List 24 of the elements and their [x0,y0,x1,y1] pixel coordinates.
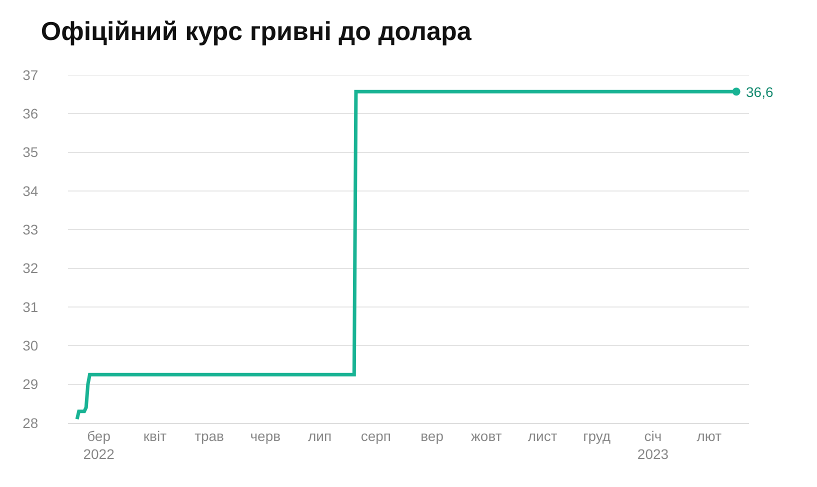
x-tick-label: черв [250,428,281,444]
x-tick-label: серп [360,428,391,444]
y-tick-label: 34 [22,182,38,199]
x-tick-label: бер 2022 [83,428,115,462]
y-tick-label: 30 [22,338,38,354]
annotation: 36,6 [746,84,774,100]
x-tick-label: січ 2023 [637,428,669,462]
y-tick-label: 37 [22,66,38,83]
y-tick-label: 32 [22,260,38,276]
y-tick-label: 31 [22,298,38,315]
chart-title: Офіційний курс гривні до долара [40,16,472,46]
y-tick-label: 35 [22,144,38,160]
x-tick-label: груд [583,428,611,444]
x-tick-label: трав [194,428,224,444]
x-tick-label: жовт [471,428,502,444]
y-tick-label: 36 [22,106,38,122]
x-tick-label: лип [308,428,332,444]
y-tick-label: 33 [22,222,38,238]
y-tick-label: 29 [22,376,38,392]
y-tick-label: 28 [22,414,38,431]
x-tick-label: вер [420,428,444,444]
x-tick-label: лют [696,428,722,444]
x-tick-label: лист [528,428,558,444]
x-tick-label: квіт [143,428,168,444]
